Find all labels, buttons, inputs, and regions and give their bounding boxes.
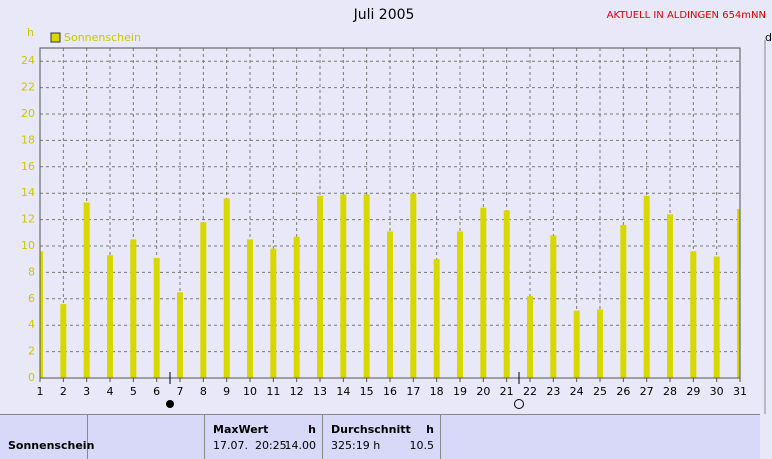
bar [200,222,207,378]
col-cell: Durchschnitt h 325:19 h 10.5 [323,415,441,459]
bar [503,210,510,378]
x-tick-label: 13 [313,385,327,398]
bar [40,251,43,378]
bar [247,239,253,378]
legend-swatch [50,32,61,43]
bar [410,193,417,378]
x-tick-label: 28 [663,385,677,398]
y-tick-label: 24 [21,54,35,67]
row-label: Sonnenschein [8,439,95,452]
y-tick-label: 16 [21,160,35,173]
x-tick-label: 17 [406,385,420,398]
y-tick-label: 22 [21,81,35,94]
y-tick-label: 14 [21,186,35,199]
x-tick-label: 11 [266,385,280,398]
x-tick-label: 14 [336,385,350,398]
x-tick-label: 30 [710,385,724,398]
cell-text: 325:19 h [331,439,381,452]
x-tick-label: 23 [546,385,560,398]
col-unit: h [308,423,316,436]
x-tick-label: 25 [593,385,607,398]
chart-title: Juli 2005 [353,7,415,23]
empty-cell [88,415,205,459]
bar [620,224,627,378]
annotation: AKTUELL IN ALDINGEN 654mNN [607,10,766,21]
x-tick-label: 4 [107,385,114,398]
x-tick-label: 6 [153,385,160,398]
moon-new [514,399,524,409]
bar [643,195,650,378]
x-tick-label: 2 [60,385,67,398]
bar [573,310,580,378]
bar [713,256,720,378]
x-tick-label: 9 [223,385,230,398]
y-tick-label: 20 [21,107,35,120]
x-tick-label: 7 [177,385,184,398]
y2-axis-label: d [765,31,772,44]
bar [480,207,487,378]
bar [340,194,347,378]
bar [667,214,673,378]
col-unit: h [426,423,434,436]
x-tick-label: 20 [476,385,490,398]
col-title: Durchschnitt [331,423,411,436]
bar [153,257,160,378]
bar [457,231,463,378]
legend-label: Sonnenschein [64,31,141,44]
y-tick-label: 8 [28,265,35,278]
col-title: MaxWert [213,423,269,436]
y-tick-label: 6 [28,292,35,305]
x-tick-label: 12 [290,385,304,398]
x-tick-label: 3 [83,385,90,398]
x-tick-label: 31 [733,385,747,398]
x-tick-label: 10 [243,385,257,398]
moon-full [166,400,174,408]
x-tick-label: 29 [686,385,700,398]
bar [737,209,740,378]
bar [130,239,137,378]
y-tick-label: 10 [21,239,35,252]
bar [690,251,697,378]
x-tick-label: 18 [430,385,444,398]
bar [550,235,557,378]
x-tick-label: 5 [130,385,137,398]
y-tick-label: 12 [21,213,35,226]
x-tick-label: 24 [570,385,584,398]
x-tick-label: 22 [523,385,537,398]
bar [107,255,113,378]
cell-text: 10.5 [409,439,435,452]
bar [433,259,440,378]
bar [317,195,323,378]
x-tick-label: 26 [616,385,630,398]
y-tick-label: 2 [28,345,35,358]
x-tick-label: 21 [500,385,514,398]
col-cell: MaxWert h 17.07. 20:25 14.00 [205,415,323,459]
y-tick-label: 0 [28,371,35,384]
bar [270,248,277,378]
summary-table: Sonnenschein MaxWert h 17.07. 20:25 14.0… [0,414,760,459]
x-tick-label: 8 [200,385,207,398]
bar [387,231,393,378]
bar [223,198,230,378]
cell-text: 17.07. 20:25 [213,439,287,452]
x-tick-label: 19 [453,385,467,398]
bar [83,202,90,378]
x-tick-label: 15 [360,385,374,398]
y-axis-label: h [27,26,34,39]
bar [293,236,300,378]
chart: Juli 2005 AKTUELL IN ALDINGEN 654mNN h d… [21,7,772,414]
row-label-cell: Sonnenschein [0,415,94,459]
y-tick-label: 4 [28,318,35,331]
x-tick-label: 16 [383,385,397,398]
bar [363,194,370,378]
y-tick-label: 18 [21,133,35,146]
x-tick-label: 1 [37,385,44,398]
bar [527,296,533,378]
bar [597,309,603,378]
bar [60,304,67,378]
cell-text: 14.00 [284,439,317,452]
x-tick-label: 27 [640,385,654,398]
bar [177,292,183,378]
